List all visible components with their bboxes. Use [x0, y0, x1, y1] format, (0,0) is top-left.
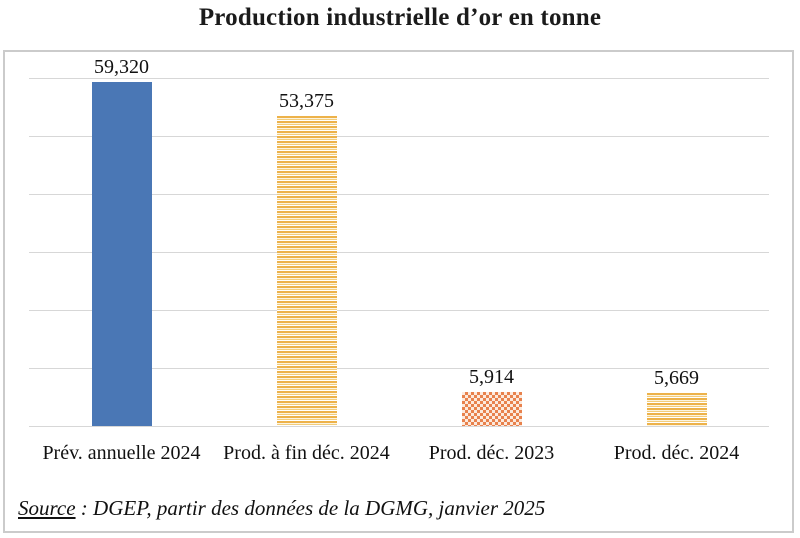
- category-label: Prod. déc. 2023: [428, 442, 555, 464]
- bar: [647, 393, 707, 426]
- bar: [92, 82, 152, 426]
- gridline: [29, 136, 769, 137]
- x-axis-labels: Prév. annuelle 2024 Prod. à fin déc. 2024…: [29, 442, 769, 465]
- gridline: [29, 194, 769, 195]
- gridline: [29, 368, 769, 369]
- gridline: [29, 310, 769, 311]
- category-label: Prod. à fin déc. 2024: [223, 442, 390, 464]
- chart-box: 59,320 53,375 5,914 5,669 Prév. annuelle 20…: [3, 50, 794, 533]
- chart-title: Production industrielle d’or en tonne: [198, 4, 602, 31]
- bar: [277, 116, 337, 426]
- category-label: Prév. annuelle 2024: [42, 442, 201, 464]
- gridline: [29, 252, 769, 253]
- bar-value-label: 59,320: [94, 56, 149, 78]
- bar-value-label: 5,669: [654, 367, 699, 389]
- gridline: [29, 78, 769, 79]
- category-label: Prod. déc. 2024: [613, 442, 740, 464]
- source-text: : DGEP, partir des données de la DGMG, j…: [75, 496, 546, 520]
- gridline: [29, 426, 769, 427]
- plot-area: 59,320 53,375 5,914 5,669: [29, 56, 769, 427]
- source-label: Source: [18, 496, 76, 520]
- bar-value-label: 5,914: [469, 366, 514, 388]
- bar-value-label: 53,375: [279, 90, 334, 112]
- source-note: Source : DGEP, partir des données de la …: [18, 496, 545, 521]
- bar: [462, 392, 522, 426]
